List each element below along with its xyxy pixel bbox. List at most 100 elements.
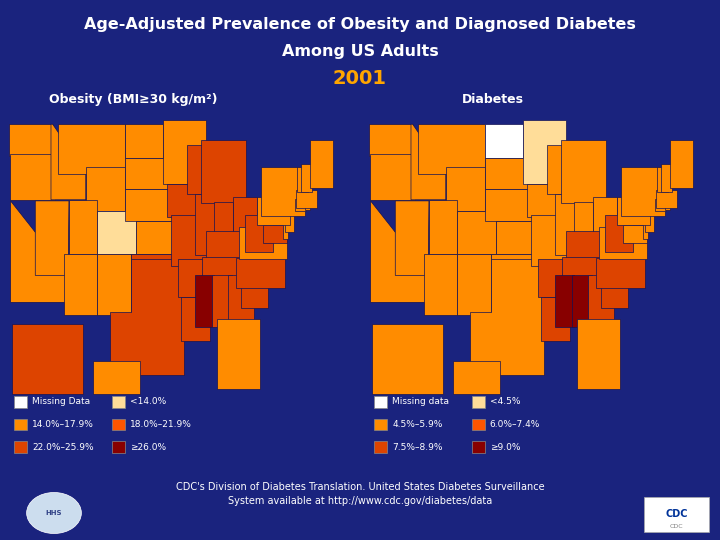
Polygon shape	[555, 194, 577, 255]
Polygon shape	[97, 254, 131, 315]
Polygon shape	[284, 224, 288, 239]
Polygon shape	[69, 200, 97, 254]
Polygon shape	[35, 201, 69, 275]
Polygon shape	[136, 221, 178, 254]
Polygon shape	[261, 167, 305, 216]
Polygon shape	[538, 259, 566, 297]
Polygon shape	[485, 124, 523, 158]
Polygon shape	[621, 167, 665, 216]
Polygon shape	[235, 258, 285, 288]
Polygon shape	[86, 167, 125, 211]
Polygon shape	[523, 120, 567, 184]
Polygon shape	[531, 215, 569, 266]
Bar	[374, 396, 387, 408]
Text: Age-Adjusted Prevalence of Obesity and Diagnosed Diabetes: Age-Adjusted Prevalence of Obesity and D…	[84, 17, 636, 32]
Polygon shape	[51, 124, 86, 200]
Polygon shape	[644, 206, 654, 232]
Bar	[14, 441, 27, 453]
Polygon shape	[485, 158, 528, 189]
Polygon shape	[665, 200, 670, 210]
Polygon shape	[202, 257, 251, 276]
Text: 7.5%–8.9%: 7.5%–8.9%	[392, 443, 443, 451]
Polygon shape	[606, 215, 633, 252]
Polygon shape	[10, 154, 55, 200]
Polygon shape	[655, 199, 666, 211]
Polygon shape	[562, 140, 606, 203]
Circle shape	[27, 492, 81, 534]
Polygon shape	[215, 202, 233, 245]
Polygon shape	[600, 273, 628, 308]
Text: Among US Adults: Among US Adults	[282, 44, 438, 59]
Text: HHS: HHS	[46, 510, 62, 516]
Polygon shape	[166, 184, 198, 217]
Text: 2001: 2001	[333, 69, 387, 88]
Polygon shape	[566, 231, 609, 259]
Polygon shape	[541, 297, 570, 341]
Polygon shape	[202, 140, 246, 203]
Polygon shape	[263, 225, 287, 243]
Polygon shape	[371, 201, 428, 302]
Polygon shape	[418, 124, 485, 174]
Text: <14.0%: <14.0%	[130, 397, 166, 406]
Polygon shape	[217, 319, 260, 389]
Text: 18.0%–21.9%: 18.0%–21.9%	[130, 420, 192, 429]
Polygon shape	[554, 275, 575, 327]
Polygon shape	[370, 154, 415, 200]
Polygon shape	[9, 124, 53, 156]
Bar	[472, 396, 485, 408]
Polygon shape	[572, 275, 593, 327]
Bar	[374, 418, 387, 430]
Polygon shape	[575, 202, 593, 245]
Text: Missing Data: Missing Data	[32, 397, 91, 406]
Polygon shape	[246, 215, 273, 252]
Polygon shape	[305, 200, 310, 210]
Polygon shape	[195, 194, 217, 255]
Polygon shape	[470, 259, 544, 375]
Polygon shape	[125, 124, 163, 158]
Polygon shape	[131, 254, 179, 291]
Bar	[374, 441, 387, 453]
Polygon shape	[485, 189, 534, 221]
Polygon shape	[562, 257, 611, 276]
Polygon shape	[595, 258, 645, 288]
Text: 22.0%–25.9%: 22.0%–25.9%	[32, 443, 94, 451]
Polygon shape	[599, 227, 647, 259]
Polygon shape	[670, 140, 693, 188]
Text: <4.5%: <4.5%	[490, 397, 520, 406]
Polygon shape	[187, 145, 222, 194]
Polygon shape	[284, 206, 294, 232]
Polygon shape	[372, 324, 444, 394]
Polygon shape	[228, 275, 254, 325]
Text: Missing data: Missing data	[392, 397, 449, 406]
Polygon shape	[65, 254, 97, 315]
Bar	[14, 418, 27, 430]
Polygon shape	[457, 211, 496, 254]
Polygon shape	[171, 215, 209, 266]
Polygon shape	[212, 275, 233, 327]
Polygon shape	[11, 201, 68, 302]
Polygon shape	[526, 184, 558, 217]
Polygon shape	[302, 164, 312, 192]
Polygon shape	[240, 273, 268, 308]
Polygon shape	[125, 189, 174, 221]
Text: CDC's Division of Diabetes Translation. United States Diabetes Surveillance
Syst: CDC's Division of Diabetes Translation. …	[176, 482, 544, 507]
Polygon shape	[623, 225, 647, 243]
Polygon shape	[617, 197, 649, 225]
Polygon shape	[457, 254, 491, 315]
Text: ≥26.0%: ≥26.0%	[130, 443, 166, 451]
Polygon shape	[12, 324, 84, 394]
Polygon shape	[233, 197, 257, 239]
Polygon shape	[94, 361, 140, 394]
Polygon shape	[295, 199, 306, 211]
Polygon shape	[644, 224, 648, 239]
Polygon shape	[454, 361, 500, 394]
Polygon shape	[58, 124, 125, 174]
Text: CDC: CDC	[665, 509, 688, 519]
Text: ≥9.0%: ≥9.0%	[490, 443, 520, 451]
Polygon shape	[125, 158, 168, 189]
Polygon shape	[496, 221, 538, 254]
Polygon shape	[369, 124, 413, 156]
Text: 6.0%–7.4%: 6.0%–7.4%	[490, 420, 540, 429]
Polygon shape	[194, 275, 215, 327]
Polygon shape	[657, 190, 677, 208]
